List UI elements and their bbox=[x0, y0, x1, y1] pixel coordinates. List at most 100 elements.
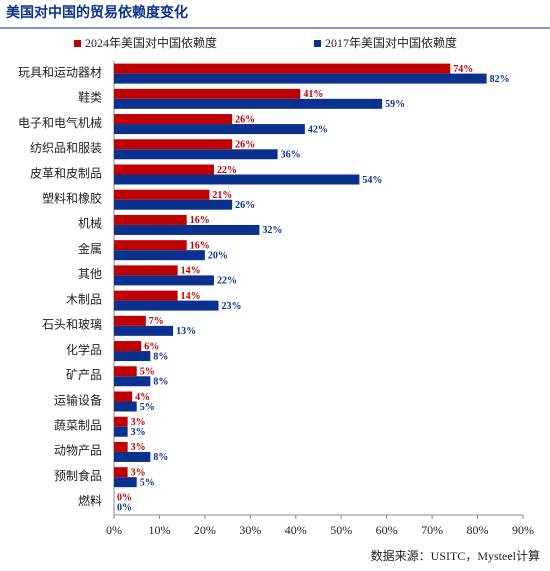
y-tick-label: 蔬菜制品 bbox=[54, 418, 102, 432]
bar bbox=[114, 441, 128, 452]
bar bbox=[114, 325, 174, 336]
x-tick-label: 70% bbox=[421, 523, 443, 537]
bar bbox=[114, 214, 187, 225]
value-label: 14% bbox=[181, 266, 201, 277]
value-label: 3% bbox=[131, 442, 146, 453]
bar bbox=[114, 240, 187, 251]
bar bbox=[114, 477, 137, 488]
y-tick-label: 其他 bbox=[78, 267, 102, 281]
value-label: 16% bbox=[190, 240, 210, 251]
value-label: 54% bbox=[362, 175, 382, 186]
bar bbox=[114, 149, 278, 160]
y-tick-label: 动物产品 bbox=[54, 444, 102, 458]
bar bbox=[114, 416, 128, 427]
source-note: 数据来源：USITC，Mysteel计算 bbox=[371, 548, 540, 563]
bar bbox=[114, 199, 233, 210]
bar bbox=[114, 366, 137, 377]
x-tick-label: 10% bbox=[148, 523, 170, 537]
y-tick-label: 纺织品和服装 bbox=[30, 141, 102, 155]
bar bbox=[114, 341, 142, 352]
bar bbox=[114, 174, 360, 185]
value-label: 4% bbox=[135, 392, 150, 403]
value-label: 22% bbox=[217, 165, 237, 176]
bar bbox=[114, 164, 214, 175]
bar bbox=[114, 114, 233, 125]
value-label: 74% bbox=[453, 64, 473, 75]
bar bbox=[114, 391, 133, 402]
x-tick-label: 90% bbox=[512, 523, 534, 537]
x-tick-label: 60% bbox=[376, 523, 398, 537]
value-label: 8% bbox=[153, 351, 168, 362]
bar bbox=[114, 73, 487, 84]
value-label: 0% bbox=[117, 503, 132, 514]
bar bbox=[114, 224, 260, 235]
y-tick-label: 电子和电气机械 bbox=[18, 115, 102, 130]
y-tick-label: 皮革和皮制品 bbox=[30, 166, 102, 180]
y-tick-label: 石头和玻璃 bbox=[42, 318, 102, 332]
value-label: 5% bbox=[140, 402, 155, 413]
value-label: 6% bbox=[144, 341, 159, 352]
bar bbox=[114, 265, 178, 276]
bar bbox=[114, 124, 305, 135]
value-label: 5% bbox=[140, 477, 155, 488]
y-tick-label: 矿产品 bbox=[66, 368, 102, 382]
value-label: 3% bbox=[131, 427, 146, 438]
bar bbox=[114, 88, 301, 99]
bar bbox=[114, 275, 214, 286]
value-label: 41% bbox=[303, 89, 323, 100]
value-label: 26% bbox=[235, 140, 255, 151]
x-tick-label: 0% bbox=[106, 523, 122, 537]
x-tick-label: 50% bbox=[330, 523, 352, 537]
bar bbox=[114, 139, 233, 150]
value-label: 16% bbox=[190, 215, 210, 226]
bar bbox=[114, 98, 383, 109]
y-tick-label: 燃料 bbox=[78, 493, 102, 508]
bar bbox=[114, 426, 128, 437]
value-label: 26% bbox=[235, 114, 255, 125]
y-tick-label: 玩具和运动器材 bbox=[18, 65, 102, 79]
y-tick-label: 鞋类 bbox=[78, 90, 102, 105]
bar bbox=[114, 189, 210, 200]
value-label: 36% bbox=[281, 150, 301, 161]
value-label: 8% bbox=[153, 377, 168, 388]
bar bbox=[114, 376, 151, 387]
value-label: 21% bbox=[212, 190, 232, 201]
bar bbox=[114, 290, 178, 301]
bar bbox=[114, 300, 219, 311]
bar bbox=[114, 451, 151, 462]
chart-title: 美国对中国的贸易依赖度变化 bbox=[6, 4, 188, 21]
legend-swatch bbox=[314, 40, 321, 47]
value-label: 14% bbox=[181, 291, 201, 302]
y-tick-label: 木制品 bbox=[66, 292, 102, 306]
value-label: 8% bbox=[153, 452, 168, 463]
value-label: 0% bbox=[117, 493, 132, 504]
value-label: 42% bbox=[308, 124, 328, 135]
x-tick-label: 20% bbox=[194, 523, 216, 537]
bar bbox=[114, 467, 128, 478]
value-label: 3% bbox=[131, 467, 146, 478]
y-tick-label: 机械 bbox=[78, 216, 102, 231]
bar bbox=[114, 401, 137, 412]
y-tick-label: 塑料和橡胶 bbox=[42, 190, 102, 205]
legend-label: 2017年美国对中国依赖度 bbox=[325, 35, 457, 50]
value-label: 59% bbox=[385, 99, 405, 110]
legend-swatch bbox=[74, 40, 81, 47]
y-tick-label: 化学品 bbox=[66, 342, 102, 357]
y-tick-label: 预制食品 bbox=[54, 468, 102, 483]
value-label: 26% bbox=[235, 200, 255, 211]
value-label: 7% bbox=[149, 316, 164, 327]
value-label: 13% bbox=[176, 326, 196, 337]
bar bbox=[114, 250, 205, 261]
value-label: 82% bbox=[490, 74, 510, 85]
value-label: 32% bbox=[262, 225, 282, 236]
value-label: 22% bbox=[217, 276, 237, 287]
legend-label: 2024年美国对中国依赖度 bbox=[85, 35, 217, 50]
bar bbox=[114, 351, 151, 362]
value-label: 3% bbox=[131, 417, 146, 428]
x-tick-label: 40% bbox=[285, 523, 307, 537]
y-tick-label: 金属 bbox=[78, 241, 102, 256]
value-label: 20% bbox=[208, 250, 228, 261]
bar bbox=[114, 63, 451, 74]
x-tick-label: 30% bbox=[239, 523, 261, 537]
